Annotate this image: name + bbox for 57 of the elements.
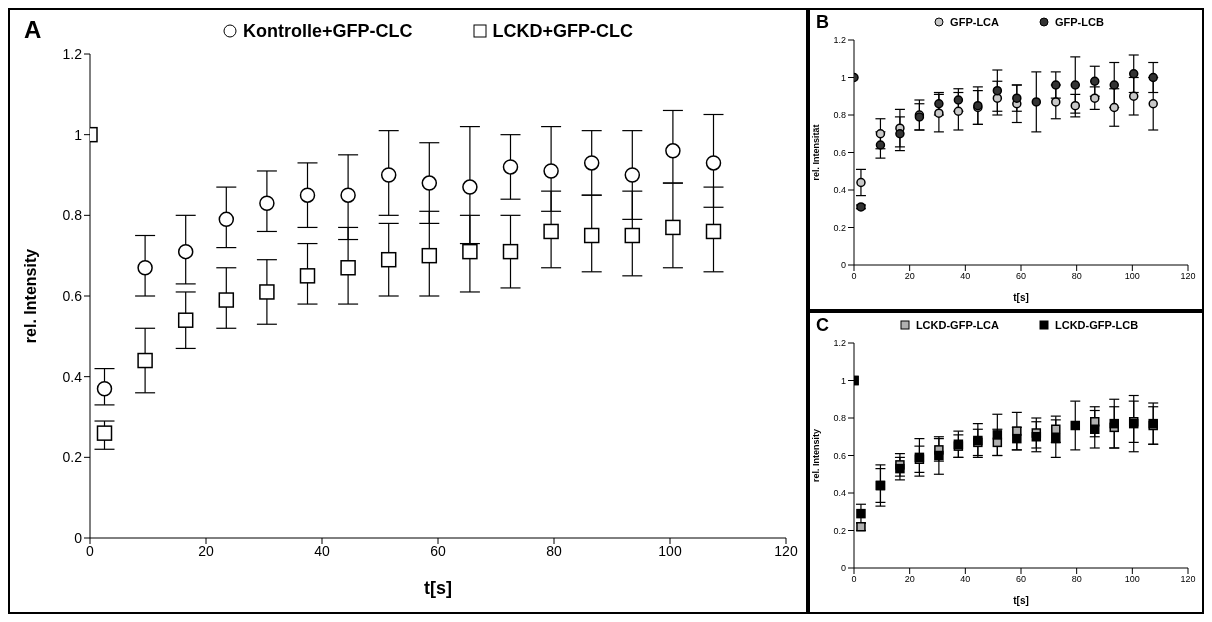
y-tick-label: 0.4 xyxy=(62,368,83,385)
x-tick-label: 40 xyxy=(314,542,330,559)
y-tick-label: 1.2 xyxy=(62,45,83,62)
y-tick-label: 0.2 xyxy=(833,525,846,536)
x-tick-label: 120 xyxy=(774,542,798,559)
chart-title: A xyxy=(24,16,42,44)
chart-title: B xyxy=(816,12,829,33)
y-tick-label: 0.6 xyxy=(62,287,83,304)
x-tick-label: 20 xyxy=(904,271,915,282)
legend-label: Kontrolle+GFP-CLC xyxy=(243,20,413,42)
y-tick-label: 0 xyxy=(840,260,846,271)
x-tick-label: 120 xyxy=(1180,271,1196,282)
x-axis-title: t[s] xyxy=(1013,292,1029,303)
legend-label: GFP-LCA xyxy=(950,16,999,28)
y-tick-label: 1 xyxy=(74,126,83,143)
x-tick-label: 100 xyxy=(1124,574,1140,585)
legend-label: LCKD-GFP-LCB xyxy=(1055,319,1139,331)
y-axis-title: rel. Intensität xyxy=(811,124,822,181)
x-tick-label: 60 xyxy=(1015,271,1027,282)
legend-label: GFP-LCB xyxy=(1055,16,1104,28)
x-tick-label: 60 xyxy=(1015,574,1027,585)
legend-label: LCKD+GFP-CLC xyxy=(492,20,633,42)
y-tick-label: 1.2 xyxy=(833,338,846,349)
y-tick-label: 0.4 xyxy=(833,185,846,196)
y-tick-label: 0.4 xyxy=(833,488,846,499)
x-tick-label: 120 xyxy=(1180,574,1196,585)
x-tick-label: 20 xyxy=(904,574,915,585)
x-axis-title: t[s] xyxy=(1013,595,1029,606)
x-tick-label: 40 xyxy=(960,574,971,585)
x-tick-label: 100 xyxy=(1124,271,1140,282)
x-tick-label: 80 xyxy=(1071,574,1082,585)
y-tick-label: 0 xyxy=(74,529,83,546)
y-tick-label: 0.2 xyxy=(833,222,846,233)
x-tick-label: 80 xyxy=(1071,271,1082,282)
x-tick-label: 80 xyxy=(546,542,562,559)
y-tick-label: 1 xyxy=(840,72,846,83)
y-tick-label: 0.6 xyxy=(833,450,846,461)
y-tick-label: 0.2 xyxy=(62,449,83,466)
legend-label: LCKD-GFP-LCA xyxy=(915,319,999,331)
x-tick-label: 0 xyxy=(851,574,857,585)
x-tick-label: 20 xyxy=(198,542,214,559)
y-tick-label: 0.6 xyxy=(833,147,846,158)
y-axis-title: rel. Intensity xyxy=(811,428,822,483)
chart-title: C xyxy=(816,315,829,336)
y-tick-label: 0.8 xyxy=(833,413,846,424)
x-tick-label: 100 xyxy=(658,542,682,559)
x-tick-label: 60 xyxy=(430,542,446,559)
x-axis-title: t[s] xyxy=(424,578,452,598)
y-tick-label: 1.2 xyxy=(833,35,846,46)
y-axis-title: rel. Intensity xyxy=(21,248,39,344)
y-tick-label: 1 xyxy=(840,375,846,386)
y-tick-label: 0.8 xyxy=(833,110,846,121)
x-tick-label: 40 xyxy=(960,271,971,282)
y-tick-label: 0.8 xyxy=(62,207,83,224)
x-tick-label: 0 xyxy=(86,542,95,559)
x-tick-label: 0 xyxy=(851,271,857,282)
y-tick-label: 0 xyxy=(840,563,846,574)
